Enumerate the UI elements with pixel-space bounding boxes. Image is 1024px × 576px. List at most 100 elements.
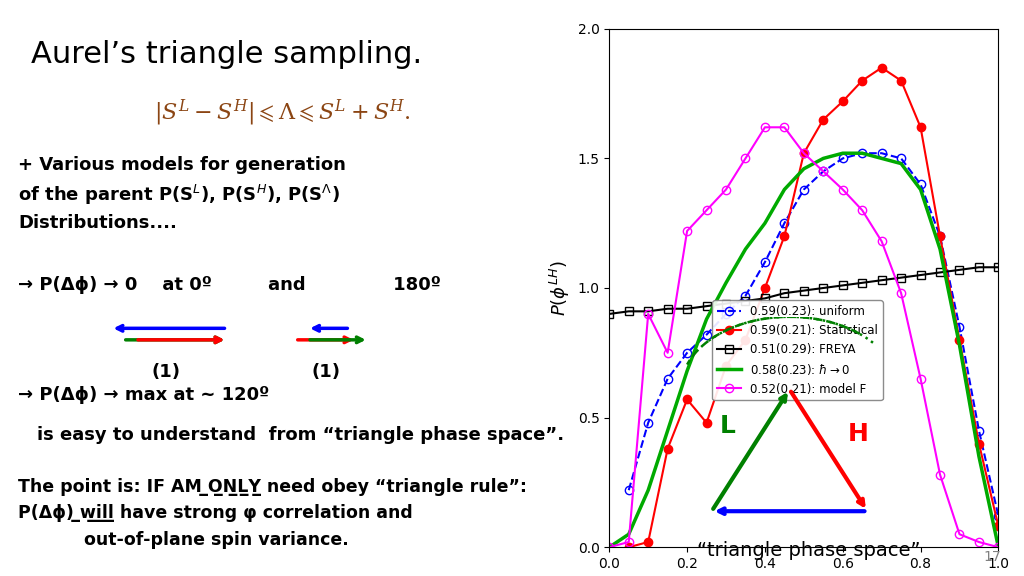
0.58(0.23): $\hbar \to 0$: (0, 0): $\hbar \to 0$: (0, 0) (603, 544, 615, 551)
0.58(0.23): $\hbar \to 0$: (0.05, 0.05): $\hbar \to 0$: (0.05, 0.05) (623, 531, 635, 538)
0.52(0.21): model F: (0.25, 1.3): model F: (0.25, 1.3) (700, 207, 713, 214)
0.58(0.23): $\hbar \to 0$: (0.25, 0.88): $\hbar \to 0$: (0.25, 0.88) (700, 316, 713, 323)
0.59(0.21): Statistical: (0.6, 1.72): Statistical: (0.6, 1.72) (837, 98, 849, 105)
Text: + Various models for generation
of the parent P(S$^L$), P(S$^H$), P(S$^\Lambda$): + Various models for generation of the p… (18, 156, 346, 232)
0.59(0.23): uniform: (0.35, 0.97): uniform: (0.35, 0.97) (739, 292, 752, 300)
0.52(0.21): model F: (0.95, 0.02): model F: (0.95, 0.02) (973, 539, 985, 545)
0.52(0.21): model F: (0.35, 1.5): model F: (0.35, 1.5) (739, 155, 752, 162)
0.59(0.23): uniform: (0.1, 0.48): uniform: (0.1, 0.48) (642, 419, 654, 426)
0.59(0.21): Statistical: (0.8, 1.62): Statistical: (0.8, 1.62) (914, 124, 927, 131)
0.59(0.21): Statistical: (0.15, 0.38): Statistical: (0.15, 0.38) (662, 445, 674, 452)
0.51(0.29): FREYA: (0.75, 1.04): FREYA: (0.75, 1.04) (895, 274, 907, 281)
Text: H: H (848, 422, 868, 446)
0.59(0.21): Statistical: (0.1, 0.02): Statistical: (0.1, 0.02) (642, 539, 654, 545)
0.51(0.29): FREYA: (0.45, 0.98): FREYA: (0.45, 0.98) (778, 290, 791, 297)
0.51(0.29): FREYA: (0.15, 0.92): FREYA: (0.15, 0.92) (662, 305, 674, 312)
0.59(0.23): uniform: (1, 0.12): uniform: (1, 0.12) (992, 513, 1005, 520)
Line: 0.51(0.29): FREYA: 0.51(0.29): FREYA (605, 263, 1002, 318)
0.59(0.23): uniform: (0.95, 0.45): uniform: (0.95, 0.45) (973, 427, 985, 434)
0.59(0.21): Statistical: (0.95, 0.4): Statistical: (0.95, 0.4) (973, 440, 985, 447)
0.58(0.23): $\hbar \to 0$: (0.9, 0.78): $\hbar \to 0$: (0.9, 0.78) (953, 342, 966, 348)
0.59(0.23): uniform: (0.3, 0.9): uniform: (0.3, 0.9) (720, 310, 732, 317)
0.51(0.29): FREYA: (0.5, 0.99): FREYA: (0.5, 0.99) (798, 287, 810, 294)
0.58(0.23): $\hbar \to 0$: (0.3, 1.02): $\hbar \to 0$: (0.3, 1.02) (720, 279, 732, 286)
0.58(0.23): $\hbar \to 0$: (1, 0): $\hbar \to 0$: (1, 0) (992, 544, 1005, 551)
0.52(0.21): model F: (0.55, 1.45): model F: (0.55, 1.45) (817, 168, 829, 175)
0.58(0.23): $\hbar \to 0$: (0.35, 1.15): $\hbar \to 0$: (0.35, 1.15) (739, 245, 752, 252)
0.52(0.21): model F: (0.6, 1.38): model F: (0.6, 1.38) (837, 186, 849, 193)
0.58(0.23): $\hbar \to 0$: (0.15, 0.45): $\hbar \to 0$: (0.15, 0.45) (662, 427, 674, 434)
0.58(0.23): $\hbar \to 0$: (0.5, 1.46): $\hbar \to 0$: (0.5, 1.46) (798, 165, 810, 172)
0.59(0.23): uniform: (0.15, 0.65): uniform: (0.15, 0.65) (662, 376, 674, 382)
0.58(0.23): $\hbar \to 0$: (0.45, 1.38): $\hbar \to 0$: (0.45, 1.38) (778, 186, 791, 193)
0.59(0.21): Statistical: (0.5, 1.52): Statistical: (0.5, 1.52) (798, 150, 810, 157)
0.52(0.21): model F: (0.8, 0.65): model F: (0.8, 0.65) (914, 376, 927, 382)
0.52(0.21): model F: (0.1, 0.9): model F: (0.1, 0.9) (642, 310, 654, 317)
0.59(0.21): Statistical: (0.75, 1.8): Statistical: (0.75, 1.8) (895, 77, 907, 84)
0.51(0.29): FREYA: (0.35, 0.95): FREYA: (0.35, 0.95) (739, 297, 752, 304)
0.51(0.29): FREYA: (0.05, 0.91): FREYA: (0.05, 0.91) (623, 308, 635, 314)
0.51(0.29): FREYA: (0.95, 1.08): FREYA: (0.95, 1.08) (973, 264, 985, 271)
0.51(0.29): FREYA: (0.9, 1.07): FREYA: (0.9, 1.07) (953, 266, 966, 273)
0.51(0.29): FREYA: (0.1, 0.91): FREYA: (0.1, 0.91) (642, 308, 654, 314)
0.58(0.23): $\hbar \to 0$: (0.7, 1.5): $\hbar \to 0$: (0.7, 1.5) (876, 155, 888, 162)
0.51(0.29): FREYA: (0.2, 0.92): FREYA: (0.2, 0.92) (681, 305, 693, 312)
0.59(0.21): Statistical: (0.35, 0.8): Statistical: (0.35, 0.8) (739, 336, 752, 343)
Text: $|S^L - S^H| \leqslant \Lambda \leqslant S^L + S^H.$: $|S^L - S^H| \leqslant \Lambda \leqslant… (154, 98, 411, 128)
Text: → P(Δϕ) → 0    at 0º         and              180º: → P(Δϕ) → 0 at 0º and 180º (18, 276, 441, 294)
0.59(0.23): uniform: (0.65, 1.52): uniform: (0.65, 1.52) (856, 150, 868, 157)
0.59(0.23): uniform: (0.2, 0.75): uniform: (0.2, 0.75) (681, 349, 693, 356)
0.52(0.21): model F: (0.3, 1.38): model F: (0.3, 1.38) (720, 186, 732, 193)
0.59(0.21): Statistical: (0.55, 1.65): Statistical: (0.55, 1.65) (817, 116, 829, 123)
Line: 0.59(0.21): Statistical: 0.59(0.21): Statistical (625, 63, 1002, 551)
0.51(0.29): FREYA: (0.7, 1.03): FREYA: (0.7, 1.03) (876, 276, 888, 283)
0.58(0.23): $\hbar \to 0$: (0.1, 0.22): $\hbar \to 0$: (0.1, 0.22) (642, 487, 654, 494)
0.58(0.23): $\hbar \to 0$: (0.2, 0.68): $\hbar \to 0$: (0.2, 0.68) (681, 367, 693, 374)
0.52(0.21): model F: (0.65, 1.3): model F: (0.65, 1.3) (856, 207, 868, 214)
0.59(0.21): Statistical: (0.3, 0.7): Statistical: (0.3, 0.7) (720, 362, 732, 369)
0.59(0.23): uniform: (0.45, 1.25): uniform: (0.45, 1.25) (778, 219, 791, 226)
0.52(0.21): model F: (0.5, 1.52): model F: (0.5, 1.52) (798, 150, 810, 157)
0.51(0.29): FREYA: (1, 1.08): FREYA: (1, 1.08) (992, 264, 1005, 271)
0.51(0.29): FREYA: (0.65, 1.02): FREYA: (0.65, 1.02) (856, 279, 868, 286)
0.51(0.29): FREYA: (0.8, 1.05): FREYA: (0.8, 1.05) (914, 271, 927, 278)
Text: is easy to understand  from “triangle phase space”.: is easy to understand from “triangle pha… (37, 426, 564, 444)
0.58(0.23): $\hbar \to 0$: (0.85, 1.15): $\hbar \to 0$: (0.85, 1.15) (934, 245, 946, 252)
0.52(0.21): model F: (0, 0): model F: (0, 0) (603, 544, 615, 551)
0.59(0.23): uniform: (0.25, 0.82): uniform: (0.25, 0.82) (700, 331, 713, 338)
0.58(0.23): $\hbar \to 0$: (0.8, 1.38): $\hbar \to 0$: (0.8, 1.38) (914, 186, 927, 193)
0.52(0.21): model F: (0.9, 0.05): model F: (0.9, 0.05) (953, 531, 966, 538)
Text: → P(Δϕ) → max at ~ 120º: → P(Δϕ) → max at ~ 120º (18, 386, 269, 404)
Line: 0.58(0.23): $\hbar \to 0$: 0.58(0.23): $\hbar \to 0$ (609, 153, 998, 547)
0.59(0.21): Statistical: (0.2, 0.57): Statistical: (0.2, 0.57) (681, 396, 693, 403)
0.58(0.23): $\hbar \to 0$: (0.65, 1.52): $\hbar \to 0$: (0.65, 1.52) (856, 150, 868, 157)
0.52(0.21): model F: (0.75, 0.98): model F: (0.75, 0.98) (895, 290, 907, 297)
0.59(0.23): uniform: (0.6, 1.5): uniform: (0.6, 1.5) (837, 155, 849, 162)
0.59(0.23): uniform: (0.5, 1.38): uniform: (0.5, 1.38) (798, 186, 810, 193)
0.58(0.23): $\hbar \to 0$: (0.4, 1.25): $\hbar \to 0$: (0.4, 1.25) (759, 219, 771, 226)
0.52(0.21): model F: (0.85, 0.28): model F: (0.85, 0.28) (934, 471, 946, 478)
0.52(0.21): model F: (0.15, 0.75): model F: (0.15, 0.75) (662, 349, 674, 356)
Line: 0.59(0.23): uniform: 0.59(0.23): uniform (625, 149, 1002, 520)
0.59(0.23): uniform: (0.05, 0.22): uniform: (0.05, 0.22) (623, 487, 635, 494)
0.51(0.29): FREYA: (0.6, 1.01): FREYA: (0.6, 1.01) (837, 282, 849, 289)
0.59(0.21): Statistical: (0.65, 1.8): Statistical: (0.65, 1.8) (856, 77, 868, 84)
0.59(0.21): Statistical: (0.45, 1.2): Statistical: (0.45, 1.2) (778, 233, 791, 240)
0.52(0.21): model F: (0.4, 1.62): model F: (0.4, 1.62) (759, 124, 771, 131)
0.58(0.23): $\hbar \to 0$: (0.55, 1.5): $\hbar \to 0$: (0.55, 1.5) (817, 155, 829, 162)
0.51(0.29): FREYA: (0.85, 1.06): FREYA: (0.85, 1.06) (934, 269, 946, 276)
0.52(0.21): model F: (0.2, 1.22): model F: (0.2, 1.22) (681, 228, 693, 234)
0.59(0.21): Statistical: (0.85, 1.2): Statistical: (0.85, 1.2) (934, 233, 946, 240)
0.59(0.23): uniform: (0.4, 1.1): uniform: (0.4, 1.1) (759, 259, 771, 266)
0.58(0.23): $\hbar \to 0$: (0.95, 0.35): $\hbar \to 0$: (0.95, 0.35) (973, 453, 985, 460)
0.59(0.23): uniform: (0.7, 1.52): uniform: (0.7, 1.52) (876, 150, 888, 157)
0.59(0.21): Statistical: (0.25, 0.48): Statistical: (0.25, 0.48) (700, 419, 713, 426)
Text: 17: 17 (984, 551, 1001, 564)
0.51(0.29): FREYA: (0.4, 0.96): FREYA: (0.4, 0.96) (759, 295, 771, 302)
Text: “triangle phase space”: “triangle phase space” (697, 541, 921, 560)
Text: Aurel’s triangle sampling.: Aurel’s triangle sampling. (31, 40, 422, 69)
0.51(0.29): FREYA: (0.55, 1): FREYA: (0.55, 1) (817, 285, 829, 291)
0.59(0.21): Statistical: (0.7, 1.85): Statistical: (0.7, 1.85) (876, 64, 888, 71)
0.59(0.23): uniform: (0.55, 1.45): uniform: (0.55, 1.45) (817, 168, 829, 175)
0.52(0.21): model F: (0.7, 1.18): model F: (0.7, 1.18) (876, 238, 888, 245)
